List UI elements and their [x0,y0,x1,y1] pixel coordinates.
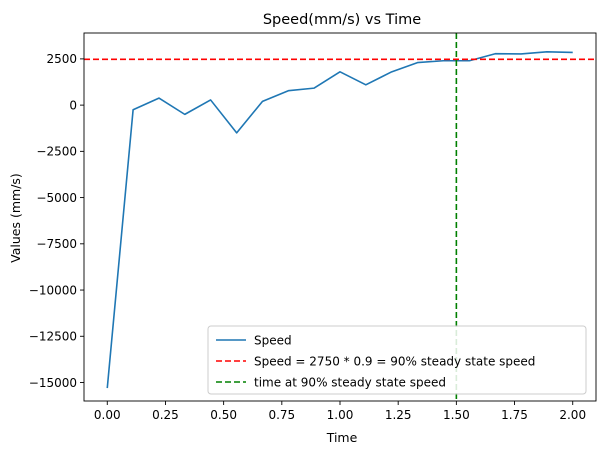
x-tick-label: 1.75 [501,408,528,422]
x-tick-label: 1.50 [443,408,470,422]
y-tick-label: 2500 [46,52,77,66]
x-tick-label: 1.00 [327,408,354,422]
legend-box [207,325,587,395]
y-tick-label: 0 [69,98,77,112]
y-tick-label: −12500 [29,330,77,344]
legend-speed-label: Speed [254,334,292,348]
x-tick-label: 0.00 [94,408,121,422]
x-tick-label: 0.25 [152,408,179,422]
plot-area: 0.00 0.25 0.50 0.75 1.00 1.25 1.50 1.75 2.00 −150… [29,32,597,422]
y-tick-label: −10000 [29,283,77,297]
chart-title: Speed(mm/s) vs Time [263,12,421,28]
x-tick-label: 0.75 [268,408,295,422]
x-tick-label: 1.25 [385,408,412,422]
series-line-speed [106,51,573,389]
y-axis-label: Values (mm/s) [8,173,23,263]
y-tick-label: −7500 [36,237,77,251]
legend-vline-label: time at 90% steady state speed [254,376,446,390]
y-tick-label: −5000 [36,191,77,205]
x-tick-label: 2.00 [559,408,586,422]
x-axis-label: Time [326,430,358,445]
legend: Speed Speed = 2750 * 0.9 = 90% steady sta… [207,325,587,395]
y-tick-label: −2500 [36,145,77,159]
y-tick-label: −15000 [29,376,77,390]
x-tick-label: 0.50 [210,408,237,422]
legend-hline-label: Speed = 2750 * 0.9 = 90% steady state sp… [254,355,535,369]
